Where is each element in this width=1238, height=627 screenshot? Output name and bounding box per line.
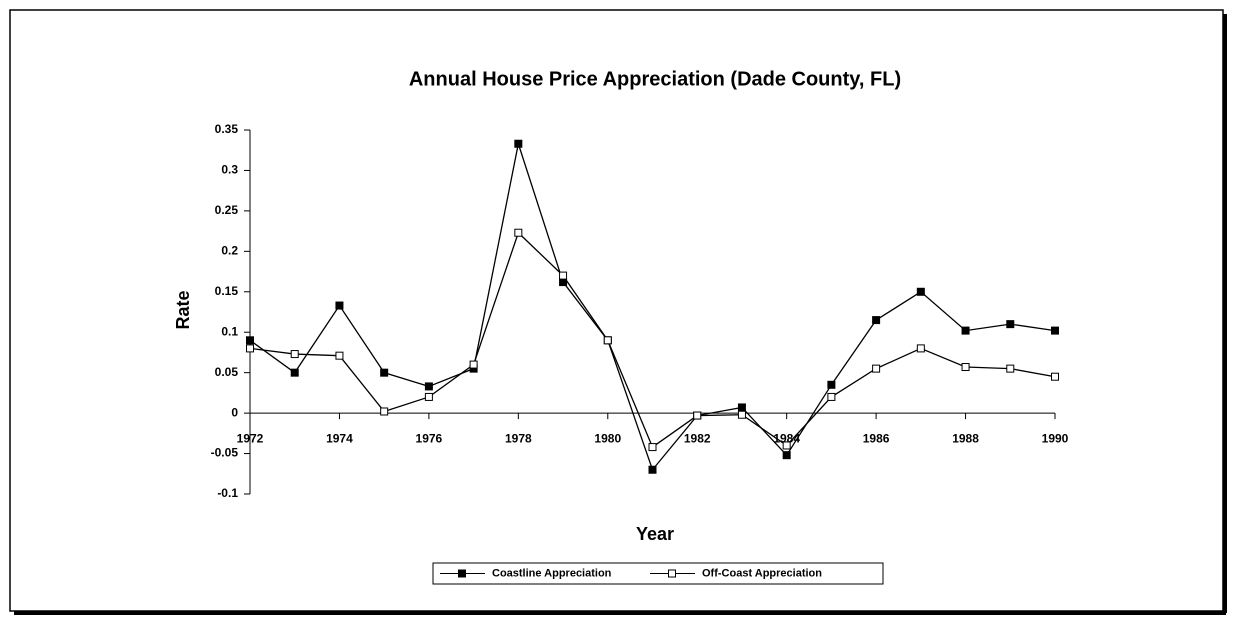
marker [603,336,612,345]
marker [246,336,254,345]
marker [559,271,568,280]
x-tick-label: 1988 [952,431,979,445]
marker [335,301,344,310]
y-tick-label: 0.3 [221,163,238,177]
marker [737,403,746,412]
marker [827,392,836,401]
marker [469,360,478,369]
marker [961,363,970,372]
x-tick-label: 1972 [237,431,264,445]
x-tick-label: 1990 [1042,431,1069,445]
y-tick-label: -0.1 [217,486,238,500]
marker [1051,372,1059,381]
y-tick-label: 0 [231,405,238,419]
x-tick-label: 1982 [684,431,711,445]
y-tick-label: 0.25 [215,203,239,217]
marker [514,139,523,148]
marker [693,411,702,420]
x-tick-label: 1986 [863,431,890,445]
marker [916,287,925,296]
marker [290,368,299,377]
frame [9,9,1224,612]
marker [782,451,791,460]
marker [961,326,970,335]
marker [424,392,433,401]
y-tick-label: 0.2 [221,244,238,258]
marker [737,410,746,419]
x-tick-label: 1980 [594,431,621,445]
y-tick-label: 0.05 [215,365,239,379]
marker [782,441,791,450]
marker [827,380,836,389]
marker [290,350,299,359]
marker [1006,364,1015,373]
legend-marker [668,569,676,578]
y-tick-label: 0.15 [215,284,239,298]
legend-label: Off-Coast Appreciation [702,567,822,579]
marker [514,228,523,237]
marker [424,382,433,391]
marker [380,368,389,377]
x-axis-label: Year [636,524,674,544]
x-tick-label: 1978 [505,431,532,445]
x-tick-label: 1976 [416,431,443,445]
marker [380,407,389,416]
marker [1006,320,1015,329]
legend-marker [458,569,466,578]
marker [1051,326,1059,335]
x-tick-label: 1974 [326,431,353,445]
y-axis-label: Rate [173,290,193,329]
marker [335,351,344,360]
marker [872,364,881,373]
legend [432,562,884,585]
legend-label: Coastline Appreciation [492,567,612,579]
x-tick-label: 1984 [773,431,800,445]
marker [872,316,881,325]
y-tick-label: 0.1 [221,324,238,338]
marker [246,344,254,353]
y-tick-label: 0.35 [215,122,239,136]
y-tick-label: -0.05 [211,446,239,460]
marker [648,465,657,474]
marker [648,443,657,452]
marker [916,344,925,353]
chart-title: Annual House Price Appreciation (Dade Co… [409,68,901,90]
